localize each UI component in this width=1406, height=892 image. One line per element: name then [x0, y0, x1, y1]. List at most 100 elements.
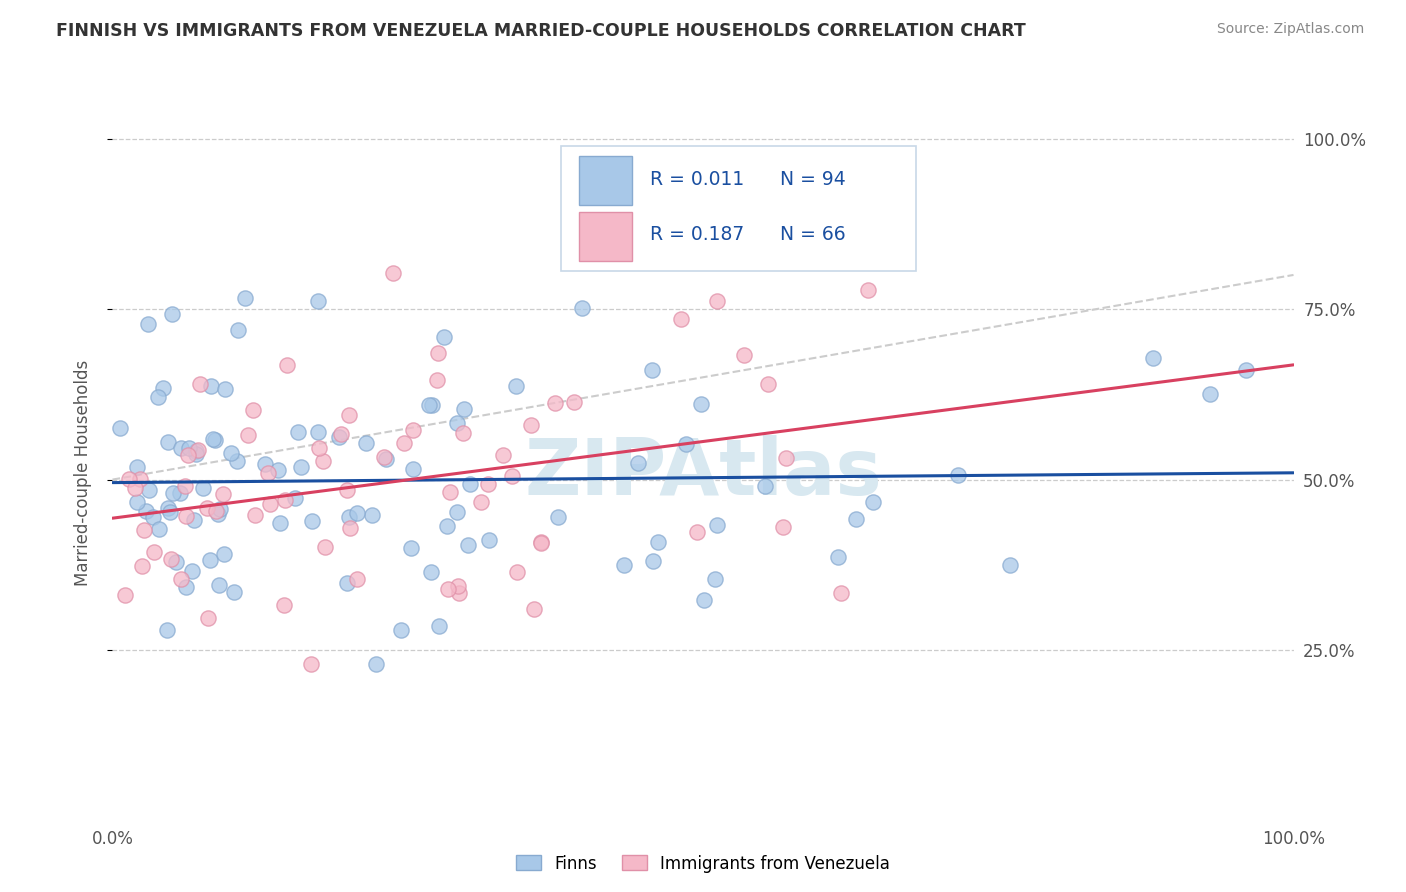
- Point: [689, 396, 711, 410]
- Point: [418, 398, 440, 412]
- Point: [675, 437, 697, 451]
- Point: [274, 493, 297, 508]
- Point: [420, 398, 443, 412]
- Point: [478, 533, 501, 548]
- Point: [346, 507, 368, 521]
- Point: [337, 408, 360, 422]
- Point: [173, 479, 195, 493]
- Point: [284, 491, 307, 506]
- Point: [301, 515, 323, 529]
- Point: [242, 402, 264, 417]
- Text: ZIPAtlas: ZIPAtlas: [524, 434, 882, 511]
- Point: [135, 504, 157, 518]
- Point: [446, 417, 468, 431]
- Point: [439, 485, 461, 500]
- Point: [138, 483, 160, 498]
- Point: [402, 423, 425, 437]
- Point: [159, 552, 181, 566]
- Point: [222, 585, 245, 599]
- Point: [162, 307, 184, 321]
- Point: [1142, 351, 1164, 365]
- Point: [290, 459, 312, 474]
- Point: [427, 345, 450, 359]
- Point: [183, 513, 205, 527]
- FancyBboxPatch shape: [561, 145, 915, 271]
- Point: [446, 505, 468, 519]
- Point: [114, 588, 136, 602]
- Point: [392, 436, 415, 450]
- Point: [308, 441, 330, 455]
- Point: [641, 554, 664, 568]
- Point: [1000, 558, 1022, 573]
- Point: [381, 266, 404, 280]
- Point: [177, 441, 200, 455]
- Point: [225, 454, 247, 468]
- Y-axis label: Married-couple Households: Married-couple Households: [73, 359, 91, 586]
- Point: [686, 524, 709, 539]
- Point: [212, 547, 235, 561]
- Point: [236, 428, 259, 442]
- Point: [157, 434, 180, 449]
- Point: [447, 579, 470, 593]
- Point: [693, 593, 716, 607]
- Point: [647, 535, 669, 549]
- Point: [269, 516, 291, 530]
- Point: [148, 522, 170, 536]
- Point: [354, 436, 377, 450]
- Point: [453, 425, 475, 440]
- Point: [374, 452, 396, 467]
- Point: [184, 447, 207, 461]
- Point: [477, 477, 499, 491]
- Point: [1234, 363, 1257, 377]
- Point: [174, 509, 197, 524]
- Point: [453, 402, 475, 417]
- Point: [433, 330, 456, 344]
- Point: [124, 481, 146, 495]
- Text: R = 0.011: R = 0.011: [650, 169, 744, 188]
- Point: [165, 555, 187, 569]
- Point: [208, 578, 231, 592]
- Bar: [579, 156, 633, 205]
- Point: [458, 476, 481, 491]
- Point: [447, 586, 470, 600]
- Point: [267, 463, 290, 477]
- Point: [212, 487, 235, 501]
- Point: [276, 358, 298, 372]
- Point: [132, 523, 155, 537]
- Point: [142, 510, 165, 524]
- Point: [641, 362, 664, 376]
- Point: [148, 390, 170, 404]
- Point: [287, 425, 309, 439]
- Point: [245, 508, 267, 523]
- Point: [176, 448, 198, 462]
- Point: [501, 469, 523, 483]
- Point: [219, 446, 242, 460]
- Point: [207, 508, 229, 522]
- Point: [335, 483, 357, 498]
- Point: [704, 573, 727, 587]
- Point: [775, 451, 797, 466]
- Point: [191, 481, 214, 495]
- Point: [131, 559, 153, 574]
- Point: [530, 534, 553, 549]
- Point: [143, 545, 166, 559]
- Point: [856, 283, 879, 297]
- Point: [127, 495, 149, 509]
- Point: [329, 426, 352, 441]
- Point: [492, 448, 515, 462]
- Point: [169, 486, 191, 500]
- Point: [845, 512, 868, 526]
- Point: [233, 291, 256, 305]
- Point: [337, 509, 360, 524]
- Point: [204, 433, 226, 447]
- Point: [470, 495, 492, 509]
- Point: [157, 500, 180, 515]
- Point: [190, 376, 212, 391]
- Text: Source: ZipAtlas.com: Source: ZipAtlas.com: [1216, 22, 1364, 37]
- Point: [505, 379, 527, 393]
- Point: [346, 572, 368, 586]
- Text: R = 0.187: R = 0.187: [650, 226, 744, 244]
- Point: [314, 540, 336, 554]
- Point: [364, 657, 387, 671]
- Text: N = 66: N = 66: [780, 226, 845, 244]
